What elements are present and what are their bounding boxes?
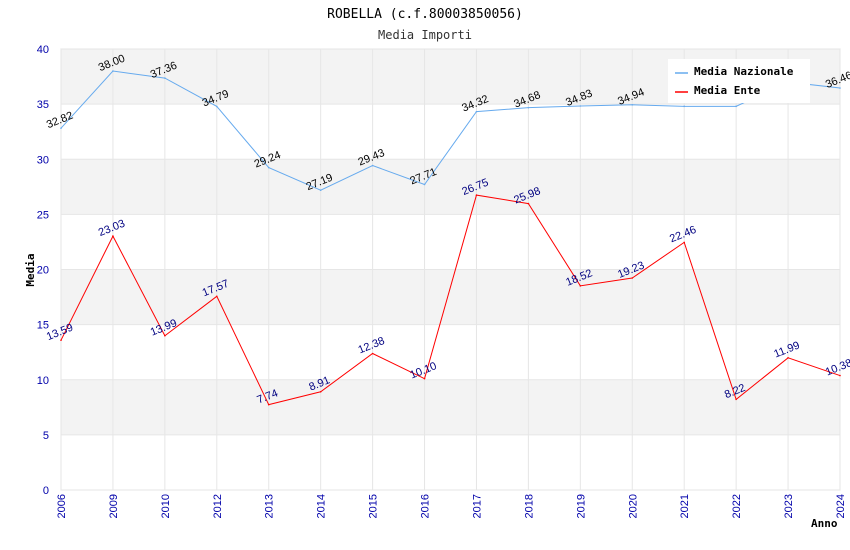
- x-tick-label: 2017: [471, 494, 483, 518]
- x-tick-label: 2010: [160, 494, 172, 518]
- y-tick-label: 30: [37, 154, 49, 166]
- x-tick-label: 2006: [56, 494, 68, 518]
- grid-lines: [60, 48, 841, 491]
- data-point-media-ente: [112, 235, 114, 237]
- data-point-media-ente: [164, 334, 166, 337]
- data-point-media-ente: [787, 357, 789, 359]
- data-point-media-ente: [839, 374, 841, 377]
- x-tick-label: 2015: [368, 494, 380, 518]
- data-label-media-ente: 12.38: [356, 335, 386, 356]
- y-tick-label: 0: [43, 485, 49, 497]
- data-point-media-nazionale: [60, 127, 62, 129]
- data-point-media-nazionale: [683, 105, 685, 108]
- x-tick-label: 2021: [679, 494, 691, 518]
- data-point-media-nazionale: [579, 105, 582, 107]
- x-tick-label: 2024: [835, 494, 847, 518]
- x-tick-label: 2020: [627, 494, 639, 518]
- series-line-media-nazionale: [60, 70, 841, 191]
- y-tick-label: 20: [37, 265, 49, 277]
- y-tick-label: 40: [37, 44, 49, 56]
- data-label-media-ente: 23.03: [97, 218, 127, 239]
- y-tick-label: 25: [37, 209, 49, 221]
- y-tick-label: 5: [43, 430, 49, 442]
- data-point-media-ente: [267, 403, 270, 406]
- y-tick-label: 10: [37, 375, 49, 387]
- data-point-media-nazionale: [371, 164, 374, 167]
- legend-box: [668, 59, 810, 103]
- data-point-media-nazionale: [475, 110, 478, 113]
- data-point-media-nazionale: [423, 183, 426, 186]
- data-point-media-ente: [371, 352, 374, 355]
- data-label-media-nazionale: 32.82: [45, 110, 75, 131]
- series-line-media-ente: [60, 194, 841, 406]
- data-point-media-ente: [216, 295, 218, 298]
- grid-band: [61, 379, 840, 435]
- y-axis: 0 5 10 15 20 25 30 35 40: [37, 44, 49, 497]
- data-point-media-nazionale: [631, 103, 634, 106]
- x-tick-label: 2023: [783, 494, 795, 518]
- data-point-media-nazionale: [527, 106, 530, 109]
- y-tick-label: 35: [37, 99, 49, 111]
- x-tick-label: 2016: [420, 494, 432, 518]
- data-point-media-nazionale: [164, 77, 166, 79]
- x-tick-label: 2019: [575, 494, 587, 518]
- x-tick-label: 2014: [316, 494, 328, 518]
- data-point-media-nazionale: [839, 87, 841, 89]
- legend-label-media-nazionale: Media Nazionale: [694, 65, 794, 78]
- x-axis: 2006 2009 2010 2012 2013 2014 2015 2016 2017 2018…: [56, 494, 847, 518]
- x-tick-label: 2012: [212, 494, 224, 518]
- data-point-media-nazionale: [216, 105, 218, 108]
- grid-band: [61, 159, 840, 215]
- legend: Media Nazionale Media Ente: [668, 59, 810, 103]
- data-point-media-nazionale: [267, 166, 270, 169]
- legend-label-media-ente: Media Ente: [694, 84, 761, 97]
- data-point-media-ente: [735, 398, 737, 401]
- x-axis-label: Anno: [811, 517, 838, 530]
- x-tick-label: 2013: [264, 494, 276, 518]
- data-point-media-ente: [423, 377, 426, 380]
- data-label-media-ente: 22.46: [668, 224, 698, 245]
- data-point-media-ente: [579, 285, 582, 287]
- data-point-media-nazionale: [112, 70, 114, 72]
- x-tick-label: 2018: [523, 494, 535, 518]
- data-label-media-ente: 11.99: [772, 339, 801, 360]
- data-point-media-ente: [527, 202, 530, 205]
- data-point-media-ente: [319, 390, 322, 393]
- data-point-media-nazionale: [735, 105, 737, 108]
- data-point-media-nazionale: [319, 189, 322, 192]
- data-point-media-ente: [60, 339, 62, 341]
- y-axis-label: Media: [24, 253, 37, 286]
- data-point-media-ente: [631, 277, 634, 279]
- chart-title: ROBELLA (c.f.80003850056): [327, 7, 523, 22]
- data-point-media-ente: [475, 194, 478, 196]
- data-point-media-ente: [683, 241, 685, 244]
- data-label-media-ente: 10.38: [824, 357, 850, 378]
- data-label-media-ente: 13.59: [45, 322, 75, 343]
- grid-band: [61, 269, 840, 325]
- y-tick-label: 15: [37, 320, 49, 332]
- chart-subtitle: Media Importi: [378, 28, 472, 42]
- x-tick-label: 2022: [731, 494, 743, 518]
- x-tick-label: 2009: [108, 494, 120, 518]
- series-layer: [60, 70, 841, 406]
